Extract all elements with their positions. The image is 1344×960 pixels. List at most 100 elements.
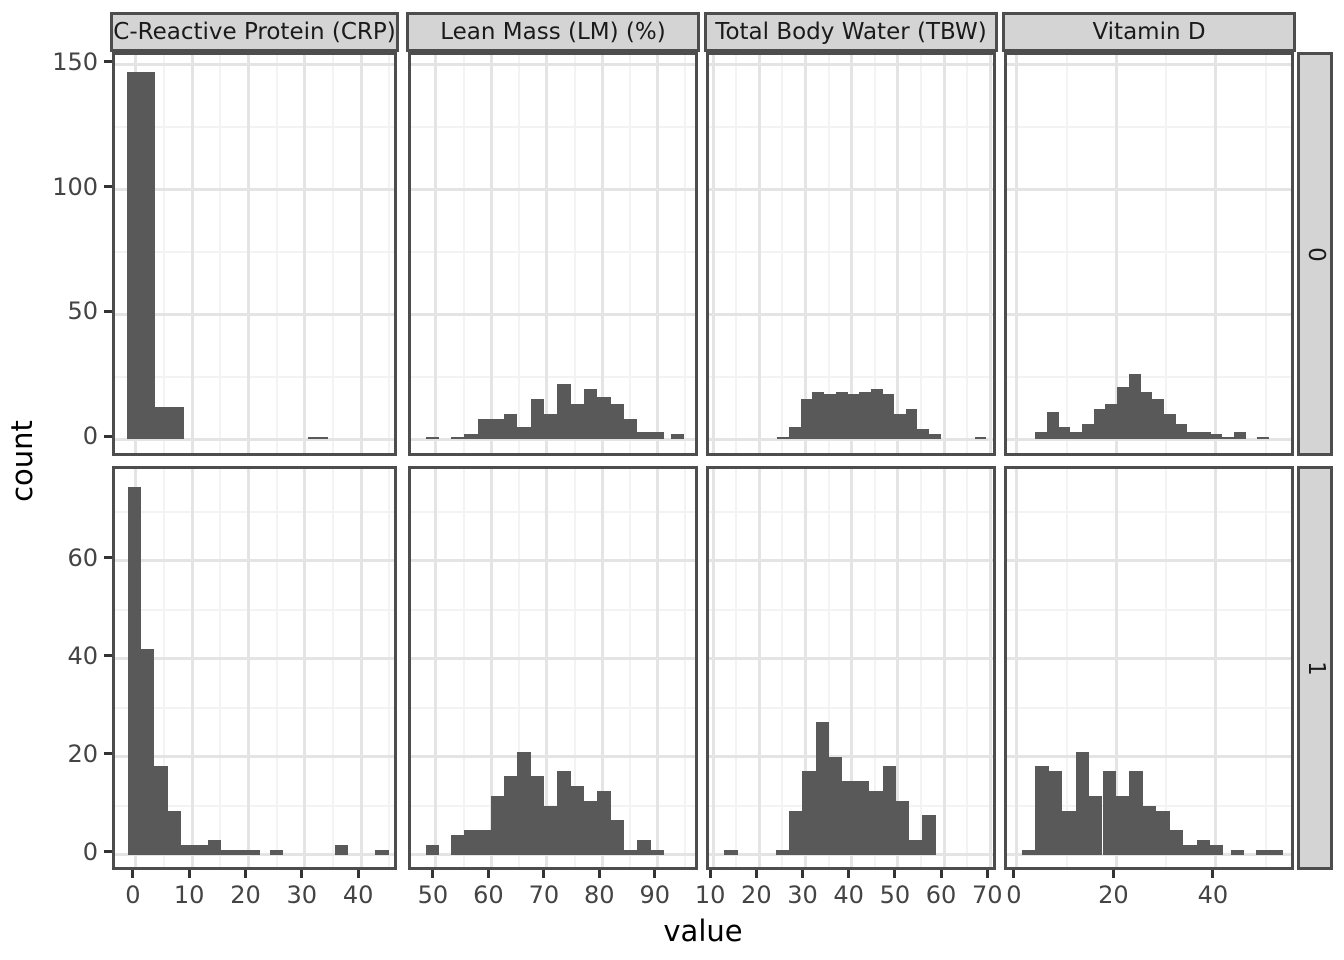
gridline-minor-x xyxy=(331,55,334,453)
gridline-major-x xyxy=(303,469,307,867)
histogram-bar xyxy=(671,434,685,440)
histogram-bar xyxy=(1234,431,1246,440)
y-tick-label: 100 xyxy=(52,172,98,201)
histogram-bar xyxy=(1102,771,1116,855)
gridline-minor-y xyxy=(411,706,695,709)
x-tick-label: 40 xyxy=(342,881,374,909)
gridline-minor-x xyxy=(735,469,738,867)
histogram-bar xyxy=(1093,409,1106,440)
gridline-minor-x xyxy=(163,469,165,867)
histogram-bar xyxy=(1105,404,1118,440)
histogram-bar xyxy=(530,399,545,440)
histogram-bar xyxy=(1129,771,1143,855)
histogram-bar xyxy=(1115,795,1130,855)
gridline-minor-y xyxy=(115,510,394,513)
y-tick-label: 0 xyxy=(82,422,98,451)
gridline-minor-x xyxy=(275,55,278,453)
gridline-major-y xyxy=(1007,657,1291,661)
gridline-minor-x xyxy=(1065,55,1068,453)
gridline-major-x xyxy=(190,469,194,867)
histogram-bar xyxy=(207,839,221,855)
histogram-bar xyxy=(777,436,790,440)
x-tick-label: 20 xyxy=(741,881,772,909)
gridline-minor-x xyxy=(573,469,576,867)
gridline-minor-x xyxy=(781,55,784,453)
histogram-bar xyxy=(1199,431,1211,440)
x-axis-title: value xyxy=(663,914,743,948)
row-strip-0: 0 xyxy=(1297,52,1333,456)
histogram-bar xyxy=(557,384,571,440)
histogram-bar xyxy=(1222,436,1235,440)
histogram-bar xyxy=(895,800,909,855)
x-tick-label: 80 xyxy=(584,881,615,909)
gridline-major-x xyxy=(600,469,604,867)
histogram-bar xyxy=(812,391,824,440)
gridline-major-y xyxy=(115,437,394,441)
histogram-bar xyxy=(334,844,349,855)
histogram-bar xyxy=(1047,411,1059,440)
histogram-bar xyxy=(1156,810,1170,855)
gridline-major-x xyxy=(1114,469,1118,867)
x-tick-label: 20 xyxy=(1098,881,1129,909)
gridline-major-y xyxy=(115,657,394,661)
row-strip-label: 0 xyxy=(1302,246,1329,262)
x-tick-mark xyxy=(597,870,601,878)
histogram-bar xyxy=(815,722,830,855)
x-tick-label: 70 xyxy=(971,881,1003,909)
histogram-bar xyxy=(882,766,896,855)
x-tick-label: 70 xyxy=(528,881,560,909)
gridline-minor-x xyxy=(1264,469,1267,867)
histogram-bar xyxy=(1062,810,1076,855)
x-tick-label: 50 xyxy=(879,881,911,909)
gridline-major-x xyxy=(988,469,992,867)
gridline-major-x xyxy=(246,469,250,867)
x-tick-label: 10 xyxy=(173,881,205,909)
y-tick-label: 40 xyxy=(67,641,98,670)
histogram-bar xyxy=(127,72,155,440)
gridline-minor-y xyxy=(411,510,695,513)
gridline-major-x xyxy=(988,55,992,453)
gridline-major-y xyxy=(411,559,695,563)
histogram-bar xyxy=(802,771,816,855)
x-tick-mark xyxy=(847,870,851,878)
gridline-major-y xyxy=(709,63,993,67)
histogram-bar xyxy=(1210,434,1223,440)
histogram-bar xyxy=(894,414,906,440)
histogram-bar xyxy=(557,771,571,855)
panel-tbw-row-0 xyxy=(706,52,996,456)
gridline-minor-y xyxy=(411,126,695,129)
histogram-bar xyxy=(855,781,870,855)
gridline-minor-x xyxy=(873,55,876,453)
x-tick-label: 20 xyxy=(230,881,261,909)
histogram-bar xyxy=(1075,751,1090,855)
y-tick-mark xyxy=(104,850,112,854)
histogram-bar xyxy=(724,849,738,855)
gridline-minor-y xyxy=(1007,251,1291,253)
histogram-bar xyxy=(584,389,598,440)
gridline-minor-x xyxy=(873,469,876,867)
histogram-bar xyxy=(464,434,478,440)
histogram-bar xyxy=(1089,795,1103,855)
gridline-minor-x xyxy=(462,469,465,867)
histogram-bar xyxy=(194,844,208,855)
histogram-bar xyxy=(234,849,248,855)
gridline-major-x xyxy=(942,55,946,453)
gridline-minor-x xyxy=(919,469,922,867)
gridline-major-y xyxy=(411,755,695,759)
x-tick-mark xyxy=(985,870,989,878)
gridline-major-y xyxy=(709,188,993,192)
column-strip-label: Vitamin D xyxy=(1092,18,1206,45)
histogram-bar xyxy=(929,434,941,440)
gridline-major-x xyxy=(246,55,250,453)
gridline-major-y xyxy=(115,755,394,759)
gridline-major-x xyxy=(1114,55,1118,453)
histogram-bar xyxy=(775,849,790,855)
gridline-minor-y xyxy=(1007,126,1291,129)
histogram-bar xyxy=(1117,386,1129,440)
gridline-minor-x xyxy=(462,55,465,453)
gridline-major-x xyxy=(545,469,549,867)
histogram-bar xyxy=(1187,431,1199,440)
gridline-minor-x xyxy=(388,469,391,867)
histogram-bar xyxy=(584,800,598,855)
gridline-minor-y xyxy=(115,375,394,378)
